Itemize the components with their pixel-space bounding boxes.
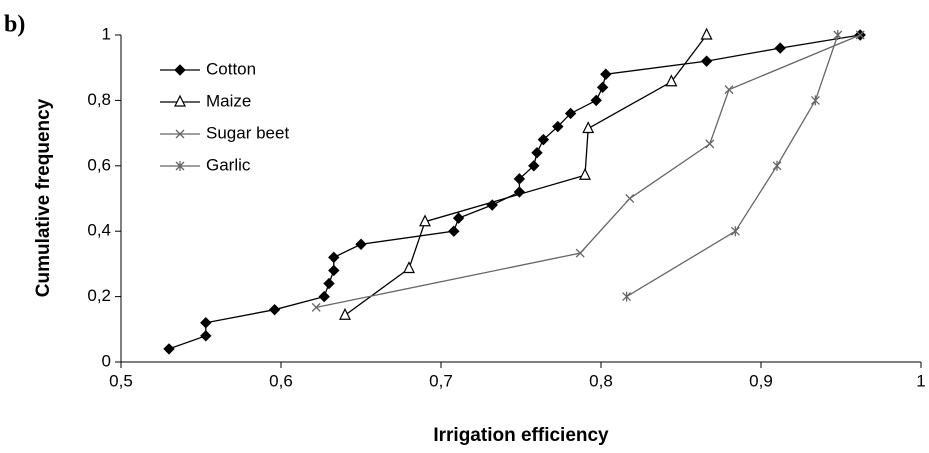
marker [419, 214, 431, 227]
marker [625, 194, 635, 203]
marker [774, 42, 786, 54]
marker [700, 27, 713, 40]
marker [537, 133, 550, 146]
legend-label: Maize [206, 91, 251, 110]
marker [730, 226, 740, 237]
marker [622, 291, 632, 302]
marker [705, 139, 715, 149]
marker [355, 238, 367, 250]
marker [855, 30, 865, 40]
marker [575, 248, 585, 258]
marker [328, 264, 340, 277]
x-tick-label: 0,5 [109, 371, 133, 390]
panel-label: b) [4, 12, 25, 38]
marker [175, 161, 185, 171]
marker [174, 64, 186, 76]
marker [339, 307, 351, 320]
x-tick-label: 0,9 [749, 371, 773, 390]
y-tick-label: 0,2 [87, 286, 111, 305]
marker [552, 120, 564, 133]
marker [590, 94, 602, 107]
marker [700, 55, 713, 67]
legend-label: Garlic [206, 155, 251, 174]
marker [579, 167, 591, 180]
y-axis-label: Cumulative frequency [33, 98, 54, 297]
marker [531, 147, 543, 159]
x-axis-label: Irrigation efficiency [433, 425, 609, 446]
y-tick-label: 0 [102, 351, 111, 370]
marker [328, 251, 340, 264]
marker [582, 121, 595, 134]
marker [833, 30, 843, 40]
x-tick-label: 0,6 [269, 371, 293, 390]
marker [452, 212, 465, 224]
series-line [626, 34, 839, 298]
legend-label: Cotton [206, 59, 256, 78]
marker [724, 85, 734, 95]
marker [448, 225, 460, 237]
marker [403, 261, 415, 274]
marker [528, 160, 540, 172]
x-tick-label: 1 [916, 371, 925, 390]
series-line [344, 34, 708, 316]
marker [174, 94, 186, 107]
y-tick-label: 1 [102, 24, 111, 43]
marker [200, 317, 212, 329]
marker [596, 81, 609, 94]
marker [268, 303, 281, 316]
marker [323, 277, 335, 290]
marker [513, 173, 526, 185]
marker [665, 74, 678, 87]
marker [772, 160, 782, 171]
legend-label: Sugar beet [206, 123, 289, 142]
x-tick-label: 0,8 [589, 371, 613, 390]
marker [318, 290, 330, 303]
y-tick-label: 0,6 [87, 155, 111, 174]
marker [175, 129, 185, 139]
marker [163, 343, 175, 355]
marker [200, 330, 212, 342]
x-tick-label: 0,7 [429, 371, 453, 390]
series-line [316, 34, 861, 309]
marker [311, 302, 321, 312]
marker [600, 68, 612, 80]
y-tick-label: 0,8 [87, 90, 111, 109]
marker [564, 107, 577, 120]
marker [810, 95, 820, 106]
y-tick-label: 0,4 [87, 221, 111, 240]
